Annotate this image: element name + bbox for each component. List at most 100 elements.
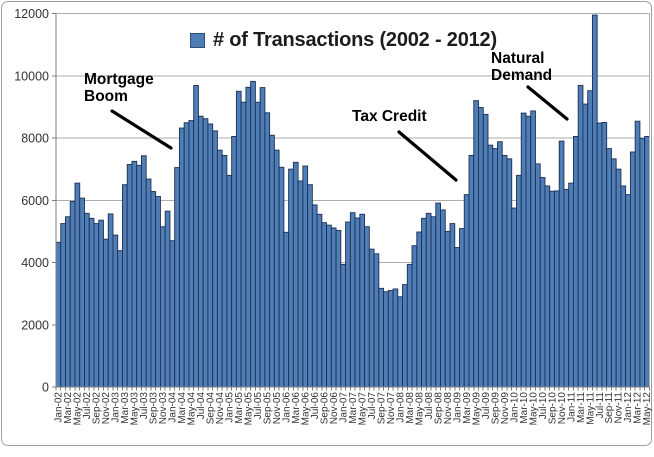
bar <box>254 101 261 388</box>
bar <box>264 112 271 388</box>
svg-text:Jul-06: Jul-06 <box>310 392 321 420</box>
bar <box>501 154 508 388</box>
bar <box>411 245 418 388</box>
bar <box>364 226 370 388</box>
bar <box>378 287 385 388</box>
chart-title: # of Transactions (2002 - 2012) <box>213 29 497 51</box>
svg-text:Nov-09: Nov-09 <box>500 392 511 425</box>
bar <box>221 154 228 388</box>
bar <box>349 212 356 388</box>
svg-text:Sep-11: Sep-11 <box>604 392 615 424</box>
svg-text:Jan-07: Jan-07 <box>338 392 349 423</box>
bar <box>93 223 100 388</box>
bar <box>55 241 62 388</box>
svg-text:Sep-10: Sep-10 <box>547 392 558 425</box>
bar <box>273 149 280 388</box>
bar <box>506 158 513 388</box>
svg-text:Jan-11: Jan-11 <box>566 392 577 422</box>
bar <box>84 212 90 388</box>
svg-text:May-06: May-06 <box>300 392 311 426</box>
bar <box>387 290 394 388</box>
svg-text:Jul-02: Jul-02 <box>82 392 93 420</box>
bar <box>568 182 574 388</box>
svg-text:Jul-10: Jul-10 <box>538 392 549 420</box>
bar <box>549 190 555 388</box>
svg-text:Sep-04: Sep-04 <box>205 392 216 425</box>
bar <box>468 154 475 388</box>
bar <box>174 167 180 388</box>
bar <box>478 107 484 388</box>
bar <box>122 184 128 388</box>
bar <box>79 197 85 388</box>
bar <box>392 288 399 388</box>
bar <box>563 188 570 388</box>
svg-text:Mar-10: Mar-10 <box>519 392 530 424</box>
svg-text:Jan-09: Jan-09 <box>452 392 463 423</box>
bar <box>197 115 204 388</box>
chart-legend: # of Transactions (2002 - 2012) <box>190 29 497 52</box>
svg-text:Sep-03: Sep-03 <box>149 392 160 425</box>
bar <box>606 148 612 388</box>
bar <box>269 134 275 388</box>
svg-text:May-04: May-04 <box>186 392 197 426</box>
bar <box>335 229 342 388</box>
bars <box>55 14 650 388</box>
bar <box>302 165 309 388</box>
bar <box>625 194 631 388</box>
bar <box>511 207 517 388</box>
svg-text:Jan-06: Jan-06 <box>281 392 292 423</box>
bar <box>188 120 195 388</box>
bar <box>383 291 389 388</box>
svg-text:Mar-06: Mar-06 <box>291 392 302 424</box>
annotation-lines <box>110 85 569 182</box>
svg-text:Mar-03: Mar-03 <box>120 392 131 424</box>
svg-text:Jan-04: Jan-04 <box>168 392 179 423</box>
bar <box>435 202 441 388</box>
bar <box>112 234 119 388</box>
bar <box>610 158 617 388</box>
bar <box>283 231 290 388</box>
svg-text:Nov-11: Nov-11 <box>614 392 625 424</box>
svg-text:Jul-03: Jul-03 <box>139 392 150 420</box>
bar <box>406 263 413 388</box>
legend-swatch-icon <box>190 33 205 48</box>
svg-text:Jul-05: Jul-05 <box>253 392 264 420</box>
bar <box>482 113 489 388</box>
svg-text:0: 0 <box>42 381 49 395</box>
annotation-tax-credit: Tax Credit <box>352 108 427 125</box>
bar <box>629 151 636 388</box>
mortgage-boom-line <box>110 109 173 150</box>
bar <box>136 164 142 388</box>
bar <box>582 103 589 388</box>
bar <box>368 248 375 388</box>
bar <box>297 180 304 388</box>
bar <box>216 149 223 388</box>
bar <box>240 101 247 388</box>
svg-text:Mar-04: Mar-04 <box>177 392 188 424</box>
bar <box>639 137 646 388</box>
bar <box>183 122 190 388</box>
bar <box>487 144 494 388</box>
natural-demand-line <box>526 85 569 121</box>
bar <box>60 223 66 388</box>
bar <box>245 86 252 388</box>
bar <box>535 163 541 388</box>
bar <box>164 210 171 388</box>
svg-text:Jul-08: Jul-08 <box>424 392 435 420</box>
bar <box>587 90 593 388</box>
svg-text:Sep-08: Sep-08 <box>433 392 444 425</box>
bar <box>577 84 584 388</box>
svg-text:Mar-02: Mar-02 <box>63 392 74 424</box>
svg-text:Nov-06: Nov-06 <box>329 392 340 425</box>
svg-text:Jan-03: Jan-03 <box>111 392 122 423</box>
bar <box>98 219 104 388</box>
bar <box>340 263 347 388</box>
bar <box>430 216 437 388</box>
bar <box>140 155 147 388</box>
svg-text:Jan-12: Jan-12 <box>623 392 634 423</box>
bar <box>634 120 641 388</box>
svg-text:8000: 8000 <box>21 132 49 146</box>
bar <box>178 127 185 388</box>
svg-text:May-11: May-11 <box>585 392 596 425</box>
